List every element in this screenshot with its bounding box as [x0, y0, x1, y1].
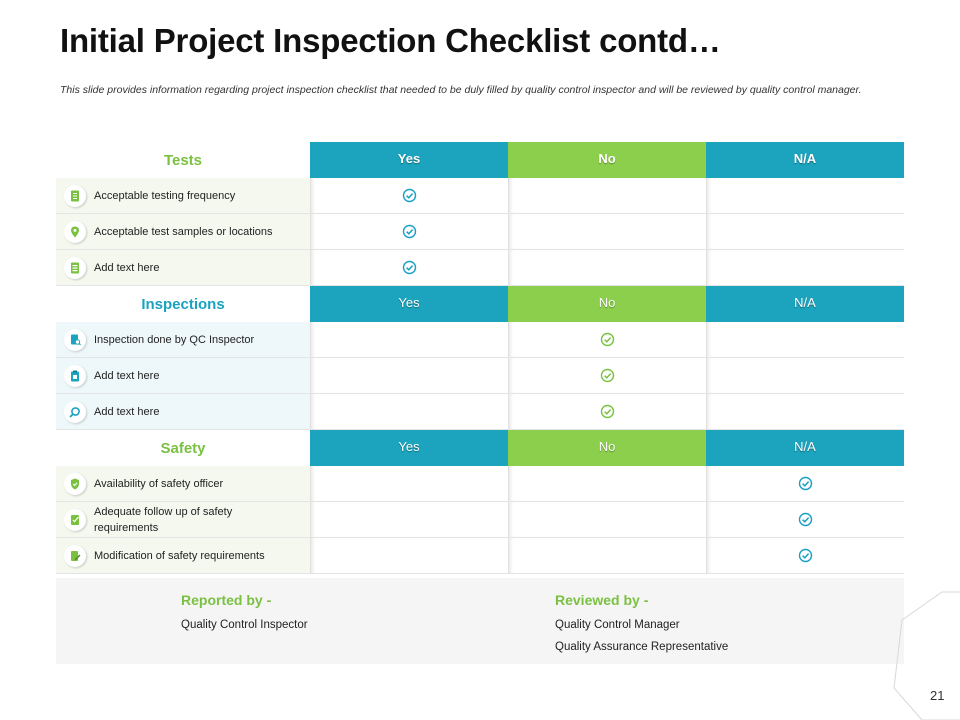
document-icon [64, 184, 86, 207]
shield-icon [64, 472, 86, 495]
section-title: Tests [56, 142, 310, 178]
row-label: Inspection done by QC Inspector [94, 333, 255, 346]
na-cell [706, 502, 904, 537]
row-label: Acceptable test samples or locations [94, 225, 273, 238]
column-header-yes: Yes [310, 142, 508, 178]
table-row: Acceptable testing frequency [56, 178, 904, 214]
no-cell [508, 538, 706, 573]
table-row: Modification of safety requirements [56, 538, 904, 574]
na-cell [706, 214, 904, 249]
page-number: 21 [930, 688, 945, 703]
na-cell [706, 394, 904, 429]
section-title: Inspections [56, 286, 310, 322]
row-label: Add text here [94, 405, 160, 418]
check-icon [798, 476, 813, 491]
table-row: Add text here [56, 394, 904, 430]
section-header-safety: Safety Yes No N/A [56, 430, 904, 466]
column-header-no: No [508, 142, 706, 178]
clipboard-icon [64, 364, 86, 387]
reported-by-heading: Reported by - [181, 592, 272, 608]
row-label: Adequate follow up of safety requirement… [94, 505, 233, 534]
check-icon [600, 332, 615, 347]
column-header-na: N/A [706, 142, 904, 178]
no-cell [508, 502, 706, 537]
table-row: Acceptable test samples or locations [56, 214, 904, 250]
checklist-table: Tests Yes No N/A Acceptable testing freq… [56, 142, 904, 574]
inspection-report-icon [64, 328, 86, 351]
table-row: Add text here [56, 250, 904, 286]
list-document-icon [64, 256, 86, 279]
section-header-tests: Tests Yes No N/A [56, 142, 904, 178]
na-cell [706, 322, 904, 357]
reported-by-name: Quality Control Inspector [181, 619, 308, 631]
na-cell [706, 466, 904, 501]
row-label: Add text here [94, 369, 160, 382]
yes-cell [310, 214, 508, 249]
check-icon [402, 224, 417, 239]
table-row: Adequate follow up of safety requirement… [56, 502, 904, 538]
no-cell [508, 178, 706, 213]
no-cell [508, 250, 706, 285]
yes-cell [310, 538, 508, 573]
reviewed-by-name: Quality Assurance Representative [555, 641, 729, 653]
yes-cell [310, 178, 508, 213]
yes-cell [310, 322, 508, 357]
row-label: Modification of safety requirements [94, 549, 265, 562]
table-row: Inspection done by QC Inspector [56, 322, 904, 358]
yes-cell [310, 502, 508, 537]
na-cell [706, 250, 904, 285]
no-cell [508, 358, 706, 393]
reviewed-by-block: Reviewed by - Quality Control Manager Qu… [555, 592, 728, 658]
checklist-icon [64, 508, 86, 531]
reviewed-by-heading: Reviewed by - [555, 592, 649, 608]
yes-cell [310, 358, 508, 393]
na-cell [706, 358, 904, 393]
no-cell [508, 322, 706, 357]
na-cell [706, 178, 904, 213]
check-icon [600, 404, 615, 419]
reported-by-block: Reported by - Quality Control Inspector [181, 592, 308, 636]
yes-cell [310, 466, 508, 501]
magnifier-icon [64, 400, 86, 423]
row-label: Acceptable testing frequency [94, 189, 236, 202]
column-header-na: N/A [706, 286, 904, 322]
check-icon [402, 188, 417, 203]
check-icon [798, 548, 813, 563]
slide-title: Initial Project Inspection Checklist con… [60, 22, 721, 59]
corner-decoration [893, 591, 960, 720]
na-cell [706, 538, 904, 573]
row-label: Availability of safety officer [94, 477, 224, 490]
location-pin-icon [64, 220, 86, 243]
no-cell [508, 466, 706, 501]
check-icon [798, 512, 813, 527]
yes-cell [310, 250, 508, 285]
section-header-inspections: Inspections Yes No N/A [56, 286, 904, 322]
signoff-panel: Reported by - Quality Control Inspector … [56, 578, 904, 664]
table-row: Availability of safety officer [56, 466, 904, 502]
check-icon [600, 368, 615, 383]
column-header-yes: Yes [310, 286, 508, 322]
no-cell [508, 214, 706, 249]
column-header-no: No [508, 286, 706, 322]
column-header-yes: Yes [310, 430, 508, 466]
column-header-no: No [508, 430, 706, 466]
row-label: Add text here [94, 261, 160, 274]
section-title: Safety [56, 430, 310, 466]
check-icon [402, 260, 417, 275]
no-cell [508, 394, 706, 429]
reviewed-by-name: Quality Control Manager [555, 619, 680, 631]
slide-subtitle: This slide provides information regardin… [60, 84, 862, 96]
table-row: Add text here [56, 358, 904, 394]
yes-cell [310, 394, 508, 429]
column-header-na: N/A [706, 430, 904, 466]
edit-document-icon [64, 544, 86, 567]
